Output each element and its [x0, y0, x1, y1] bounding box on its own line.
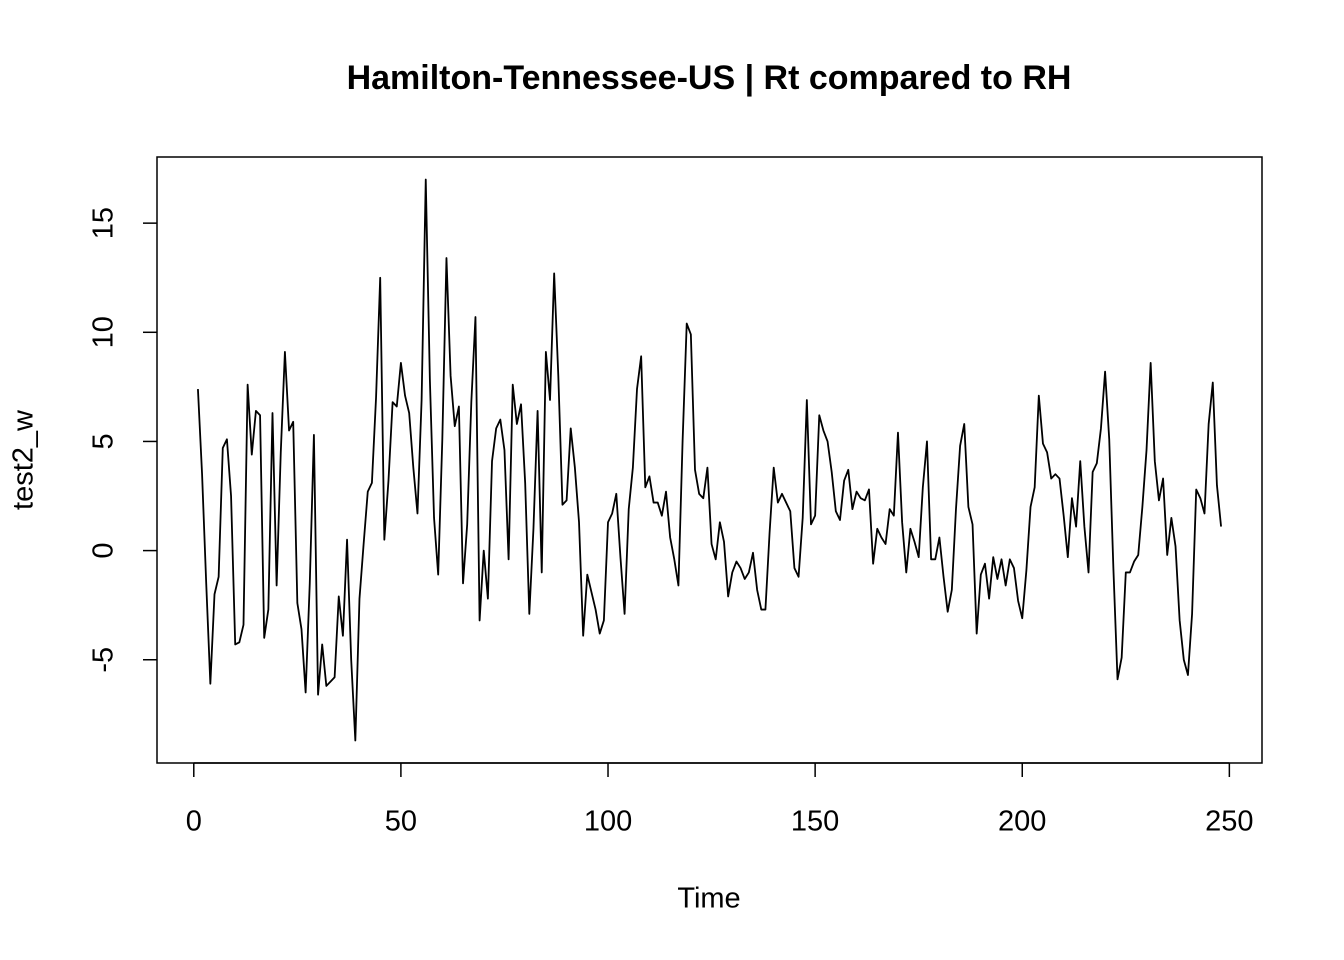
y-tick-label: 5	[88, 433, 120, 449]
y-tick-label: 10	[88, 316, 120, 348]
y-tick-label: -5	[88, 647, 120, 673]
y-axis-label: test2_w	[8, 409, 40, 510]
x-tick-label: 200	[998, 806, 1046, 838]
x-tick-label: 150	[791, 806, 839, 838]
series-line	[197, 178, 1222, 742]
chart-title: Hamilton-Tennessee-US | Rt compared to R…	[347, 59, 1072, 97]
x-axis-label: Time	[677, 883, 740, 915]
x-tick-label: 100	[584, 806, 632, 838]
y-tick-label: 15	[88, 207, 120, 239]
y-tick-label: 0	[88, 543, 120, 559]
x-tick-label: 50	[385, 806, 417, 838]
x-tick-label: 0	[186, 806, 202, 838]
x-tick-label: 250	[1205, 806, 1253, 838]
